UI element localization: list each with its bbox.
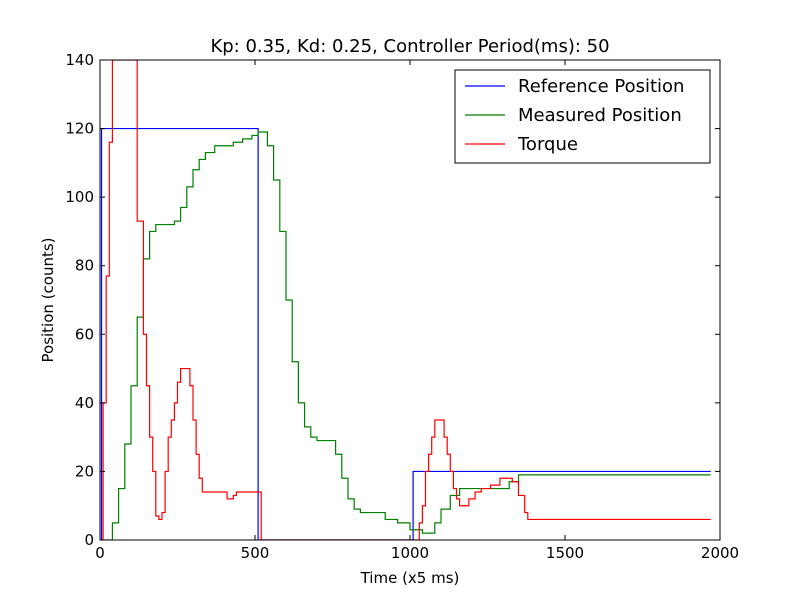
y-tick-label: 60: [75, 325, 94, 343]
legend-label-torque: Torque: [517, 134, 578, 155]
series-line-measured-position: [100, 131, 711, 540]
x-tick-label: 1000: [391, 544, 429, 562]
series-line-reference-position: [100, 127, 711, 540]
legend-label-measured: Measured Position: [518, 105, 682, 126]
y-axis-label: Position (counts): [39, 237, 57, 362]
y-tick-label: 120: [65, 120, 94, 138]
x-axis-label: Time (x5 ms): [360, 569, 460, 587]
x-tick-label: 0: [95, 544, 105, 562]
legend-label-reference: Reference Position: [518, 76, 684, 97]
series-line-torque: [100, 60, 711, 540]
x-tick-label: 1500: [546, 544, 584, 562]
legend: Reference Position Measured Position Tor…: [454, 69, 711, 164]
x-ticks: 0 500 1000 1500 2000: [95, 60, 739, 562]
y-tick-label: 80: [75, 257, 94, 275]
chart-title: Kp: 0.35, Kd: 0.25, Controller Period(ms…: [210, 36, 609, 57]
y-tick-label: 40: [75, 394, 94, 412]
y-tick-label: 140: [65, 51, 94, 69]
y-tick-label: 100: [65, 188, 94, 206]
x-tick-label: 500: [241, 544, 270, 562]
x-tick-label: 2000: [701, 544, 739, 562]
y-tick-label: 20: [75, 462, 94, 480]
y-ticks: 0 20 40 60 80 100 120 140: [65, 51, 720, 549]
y-tick-label: 0: [84, 531, 94, 549]
